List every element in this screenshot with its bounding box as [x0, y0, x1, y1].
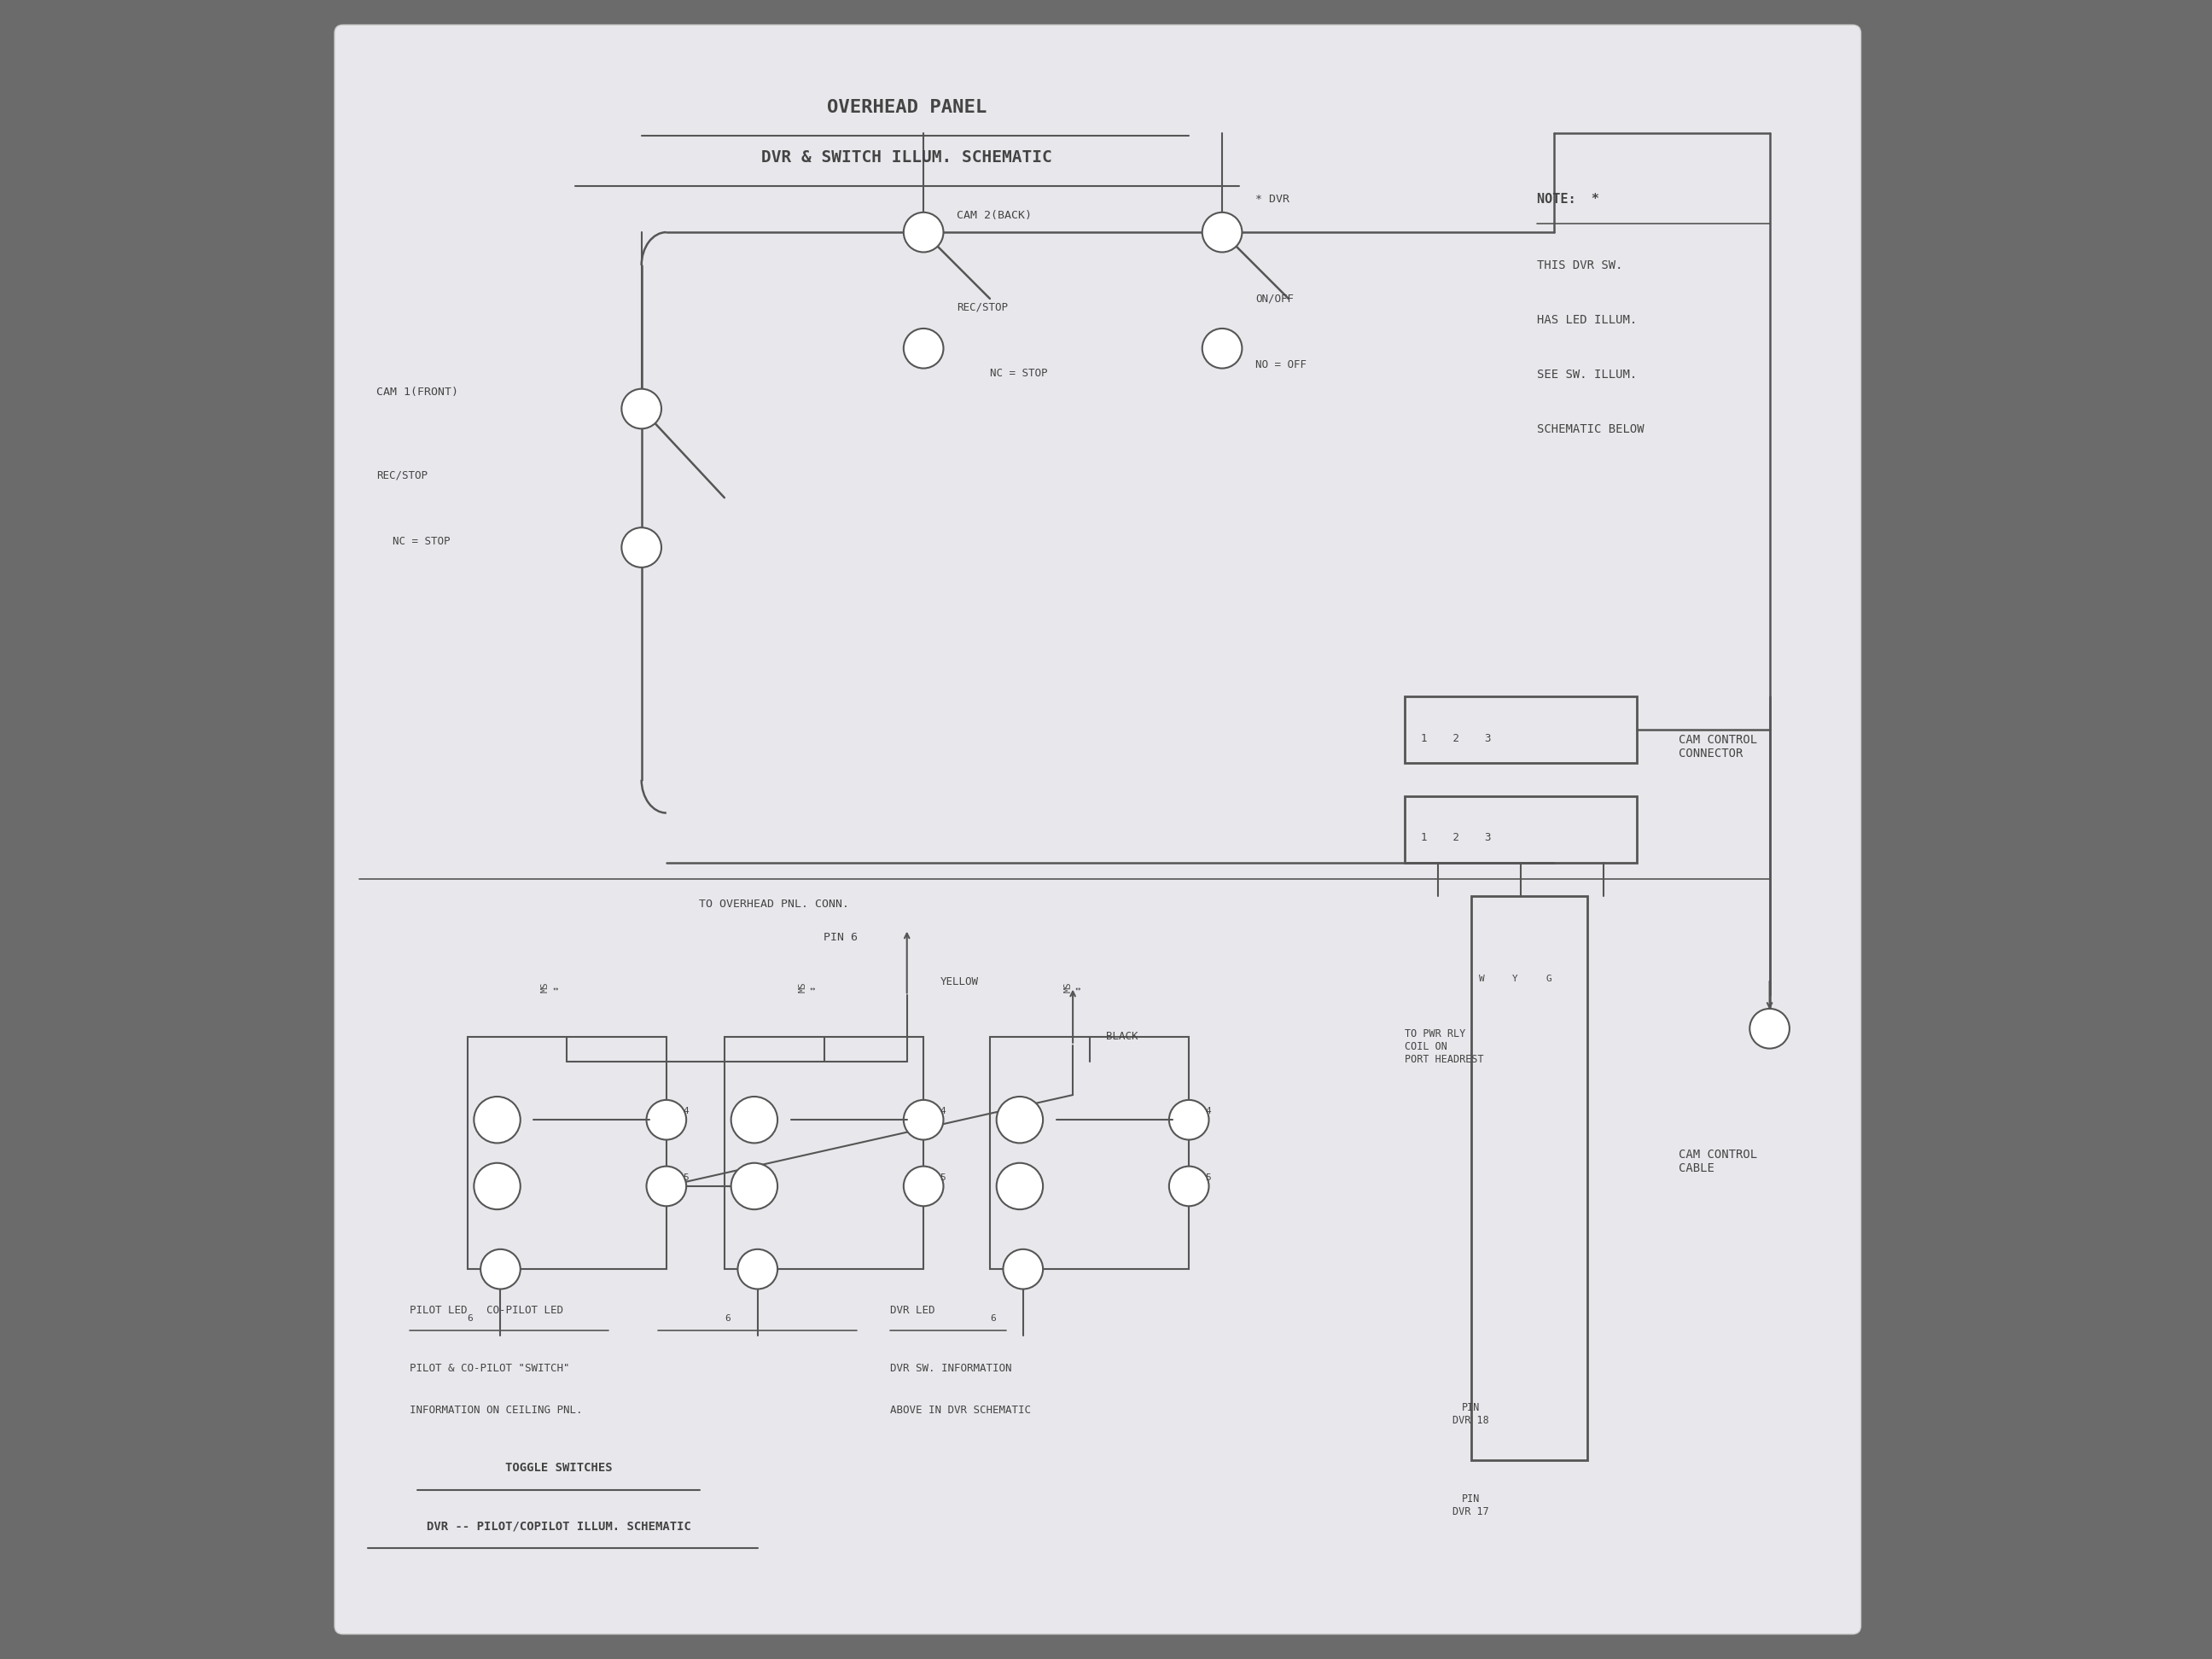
Text: CAM 2(BACK): CAM 2(BACK) — [956, 211, 1031, 221]
Circle shape — [902, 1100, 942, 1140]
Text: THIS DVR SW.: THIS DVR SW. — [1537, 259, 1624, 272]
Text: REC/STOP: REC/STOP — [956, 302, 1009, 312]
Circle shape — [1201, 212, 1241, 252]
Circle shape — [480, 1249, 520, 1289]
Text: G: G — [1546, 974, 1551, 984]
Circle shape — [1168, 1166, 1208, 1206]
Text: MS
↕: MS ↕ — [1064, 982, 1082, 992]
Text: TOGGLE SWITCHES: TOGGLE SWITCHES — [504, 1462, 613, 1475]
Text: PILOT LED   CO-PILOT LED: PILOT LED CO-PILOT LED — [409, 1306, 562, 1316]
Text: 1    2    3: 1 2 3 — [1420, 833, 1491, 843]
Text: 4: 4 — [684, 1107, 688, 1117]
Circle shape — [902, 212, 942, 252]
Bar — [723, 1037, 922, 1269]
Text: 6: 6 — [989, 1314, 995, 1324]
Circle shape — [730, 1163, 779, 1209]
Circle shape — [1168, 1100, 1208, 1140]
Circle shape — [646, 1100, 686, 1140]
Text: NO = OFF: NO = OFF — [1254, 360, 1307, 370]
Text: DVR LED: DVR LED — [889, 1306, 936, 1316]
Bar — [467, 1037, 666, 1269]
Text: BLACK: BLACK — [1106, 1032, 1137, 1042]
Text: MS
↕: MS ↕ — [799, 982, 816, 992]
Text: CAM CONTROL
CABLE: CAM CONTROL CABLE — [1679, 1148, 1756, 1175]
Text: YELLOW: YELLOW — [940, 977, 978, 987]
Text: 5: 5 — [1206, 1173, 1212, 1183]
Text: PIN
DVR 18: PIN DVR 18 — [1453, 1402, 1489, 1425]
Circle shape — [902, 328, 942, 368]
Circle shape — [730, 1097, 779, 1143]
Text: TO PWR RLY
COIL ON
PORT HEADREST: TO PWR RLY COIL ON PORT HEADREST — [1405, 1029, 1484, 1065]
Circle shape — [1750, 1009, 1790, 1048]
Text: ON/OFF: ON/OFF — [1254, 294, 1294, 304]
Circle shape — [995, 1097, 1042, 1143]
Text: REC/STOP: REC/STOP — [376, 469, 427, 481]
Circle shape — [737, 1249, 779, 1289]
Text: HAS LED ILLUM.: HAS LED ILLUM. — [1537, 314, 1637, 327]
Circle shape — [646, 1166, 686, 1206]
Text: OVERHEAD PANEL: OVERHEAD PANEL — [827, 100, 987, 116]
Bar — [1471, 896, 1586, 1460]
Circle shape — [902, 1166, 942, 1206]
Text: Y: Y — [1513, 974, 1517, 984]
Text: NC = STOP: NC = STOP — [392, 536, 451, 547]
Bar — [1405, 697, 1637, 763]
Text: 5: 5 — [684, 1173, 688, 1183]
Text: ABOVE IN DVR SCHEMATIC: ABOVE IN DVR SCHEMATIC — [889, 1405, 1031, 1415]
Text: * DVR: * DVR — [1254, 194, 1290, 204]
FancyBboxPatch shape — [334, 25, 1860, 1634]
Text: TO OVERHEAD PNL. CONN.: TO OVERHEAD PNL. CONN. — [699, 899, 849, 909]
Text: 4: 4 — [940, 1107, 947, 1117]
Text: INFORMATION ON CEILING PNL.: INFORMATION ON CEILING PNL. — [409, 1405, 582, 1415]
Text: DVR & SWITCH ILLUM. SCHEMATIC: DVR & SWITCH ILLUM. SCHEMATIC — [761, 149, 1053, 166]
Text: MS
↕: MS ↕ — [542, 982, 560, 992]
Circle shape — [622, 528, 661, 567]
Text: SEE SW. ILLUM.: SEE SW. ILLUM. — [1537, 368, 1637, 382]
Text: 1    2    3: 1 2 3 — [1420, 733, 1491, 743]
Text: NC = STOP: NC = STOP — [989, 368, 1048, 378]
Bar — [989, 1037, 1190, 1269]
Text: DVR -- PILOT/COPILOT ILLUM. SCHEMATIC: DVR -- PILOT/COPILOT ILLUM. SCHEMATIC — [427, 1520, 690, 1533]
Text: 6: 6 — [467, 1314, 473, 1324]
Circle shape — [622, 388, 661, 428]
Text: PIN
DVR 17: PIN DVR 17 — [1453, 1493, 1489, 1516]
Circle shape — [473, 1163, 520, 1209]
Circle shape — [473, 1097, 520, 1143]
Text: 6: 6 — [723, 1314, 730, 1324]
Text: W: W — [1480, 974, 1484, 984]
Circle shape — [1002, 1249, 1042, 1289]
Circle shape — [995, 1163, 1042, 1209]
Circle shape — [1201, 328, 1241, 368]
Text: 4: 4 — [1206, 1107, 1212, 1117]
Bar — [1405, 796, 1637, 863]
Text: 5: 5 — [940, 1173, 947, 1183]
Text: PILOT & CO-PILOT "SWITCH": PILOT & CO-PILOT "SWITCH" — [409, 1364, 568, 1374]
Text: NOTE:  *: NOTE: * — [1537, 192, 1599, 206]
Text: SCHEMATIC BELOW: SCHEMATIC BELOW — [1537, 423, 1644, 436]
Text: CAM 1(FRONT): CAM 1(FRONT) — [376, 387, 458, 398]
Text: PIN 6: PIN 6 — [823, 932, 858, 942]
Text: DVR SW. INFORMATION: DVR SW. INFORMATION — [889, 1364, 1011, 1374]
Text: CAM CONTROL
CONNECTOR: CAM CONTROL CONNECTOR — [1679, 733, 1756, 760]
